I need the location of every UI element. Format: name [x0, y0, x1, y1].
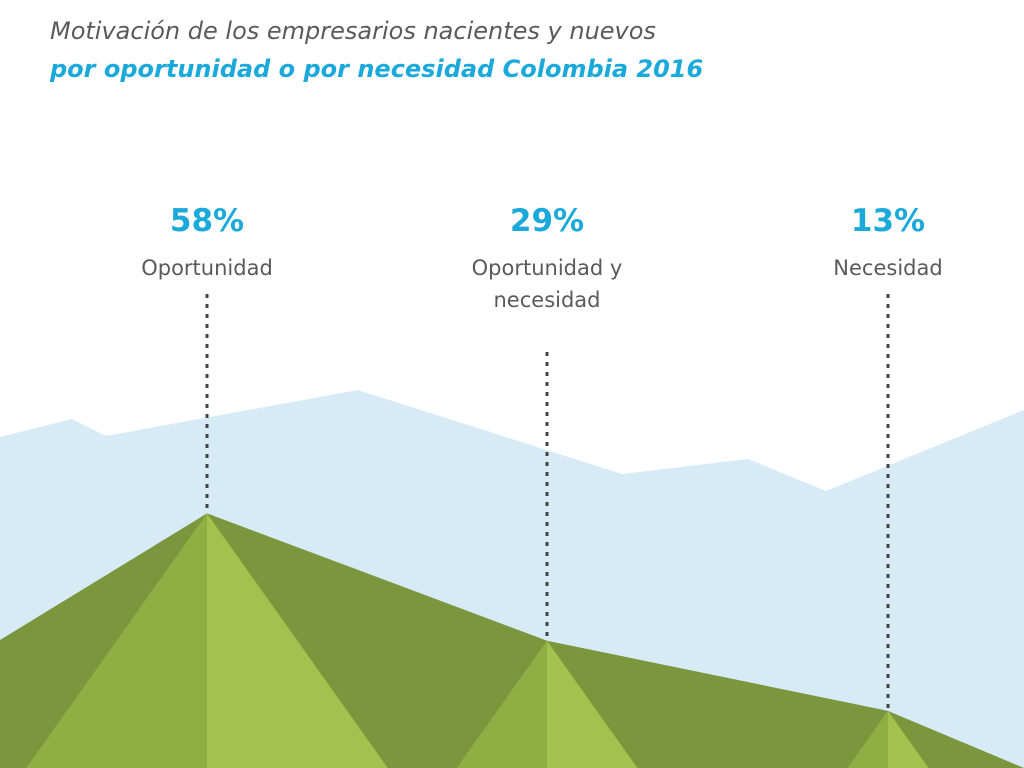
value-label-3: 13% [851, 203, 925, 239]
labels-layer: 58% Oportunidad 29% Oportunidad y necesidad 1… [141, 203, 942, 312]
peak-right-face-2 [547, 640, 638, 768]
guides-layer [205, 294, 890, 711]
peaks-layer [26, 513, 929, 768]
peak-right-face-3 [888, 710, 929, 768]
category-label-2: Oportunidad y [472, 256, 623, 280]
category-label-1: Oportunidad [141, 256, 273, 280]
category-label-3: Necesidad [833, 256, 942, 280]
peak-left-face-1 [26, 513, 207, 768]
chart-title: Motivación de los empresarios nacientes … [50, 17, 656, 45]
peak-left-face-3 [847, 710, 888, 768]
peak-left-face-2 [456, 640, 547, 768]
value-label-1: 58% [170, 203, 244, 239]
chart-title-block: Motivación de los empresarios nacientes … [50, 12, 703, 88]
peak-right-face-1 [207, 513, 388, 768]
chart-subtitle: por oportunidad o por necesidad Colombia… [50, 55, 704, 83]
value-label-2: 29% [510, 203, 584, 239]
category-label-2: necesidad [494, 288, 601, 312]
